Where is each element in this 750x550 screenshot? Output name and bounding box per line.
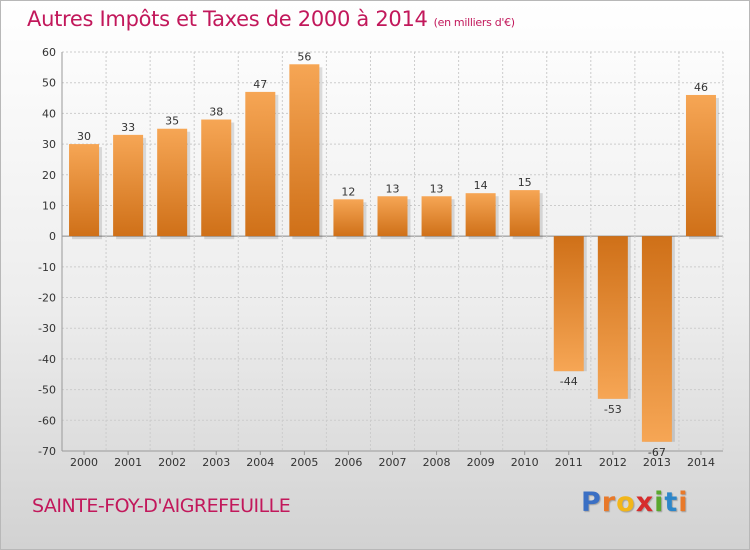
y-tick-label: 10 bbox=[42, 199, 56, 212]
value-label: 15 bbox=[518, 176, 532, 189]
x-tick-label: 2004 bbox=[246, 456, 274, 469]
y-tick-label: 40 bbox=[42, 107, 56, 120]
x-tick-label: 2001 bbox=[114, 456, 142, 469]
y-tick-label: -50 bbox=[38, 384, 56, 397]
x-axis: 2000 2001 2002 2003 2004 2005 2006 2007 2008 2009… bbox=[62, 450, 723, 469]
x-tick-label: 2007 bbox=[379, 456, 407, 469]
y-tick-label: 60 bbox=[42, 46, 56, 59]
y-tick-label: -20 bbox=[38, 292, 56, 305]
y-tick-label: -30 bbox=[38, 322, 56, 335]
value-label: 46 bbox=[694, 81, 708, 94]
y-tick-label: 50 bbox=[42, 77, 56, 90]
bar-2001 bbox=[113, 134, 144, 237]
value-label: 30 bbox=[77, 130, 91, 143]
chart-subtitle: (en milliers d'€) bbox=[433, 16, 515, 29]
bar-2014 bbox=[685, 94, 716, 237]
y-tick-label: -40 bbox=[38, 353, 56, 366]
value-label: 38 bbox=[209, 106, 223, 119]
value-label: 47 bbox=[253, 78, 267, 91]
logo-letter: i bbox=[654, 487, 665, 518]
logo-letter: i bbox=[678, 487, 689, 518]
x-tick-label: 2014 bbox=[687, 456, 715, 469]
value-label: 13 bbox=[430, 182, 444, 195]
bar-2010 bbox=[509, 190, 540, 237]
chart-title-text: Autres Impôts et Taxes de 2000 à 2014 bbox=[27, 7, 428, 31]
x-tick-label: 2009 bbox=[467, 456, 495, 469]
bar-2004 bbox=[245, 91, 276, 237]
y-tick-label: 30 bbox=[42, 138, 56, 151]
x-tick-label: 2013 bbox=[643, 456, 671, 469]
value-label: -44 bbox=[560, 375, 578, 388]
proxiti-logo: Proxiti bbox=[581, 487, 689, 518]
bar-2008 bbox=[421, 196, 452, 237]
logo-letter: P bbox=[581, 487, 602, 518]
x-tick-label: 2011 bbox=[555, 456, 583, 469]
bar-2011 bbox=[553, 236, 584, 372]
bar-2013 bbox=[641, 236, 672, 442]
value-label: 56 bbox=[297, 50, 311, 63]
x-tick-label: 2000 bbox=[70, 456, 98, 469]
x-tick-label: 2010 bbox=[511, 456, 539, 469]
x-tick-label: 2005 bbox=[290, 456, 318, 469]
bar-2002 bbox=[157, 128, 188, 237]
y-tick-label: 20 bbox=[42, 169, 56, 182]
logo-letter: t bbox=[664, 487, 679, 518]
value-label: 35 bbox=[165, 115, 179, 128]
y-axis: 60 50 40 30 20 10 0 -10 -20 -30 -40 -50 -60 -70 bbox=[38, 46, 63, 458]
value-labels: 30 33 35 38 47 56 12 13 13 14 15 -44 -53 -67 46 bbox=[77, 50, 708, 459]
logo-letter: x bbox=[635, 487, 655, 518]
bars bbox=[69, 64, 719, 442]
bar-2000 bbox=[69, 144, 100, 237]
value-label: 33 bbox=[121, 121, 135, 134]
value-label: 14 bbox=[474, 179, 488, 192]
logo-letter: r bbox=[601, 487, 617, 518]
x-tick-label: 2002 bbox=[158, 456, 186, 469]
bar-2006 bbox=[333, 199, 364, 237]
y-tick-label: -70 bbox=[38, 445, 56, 458]
x-tick-label: 2003 bbox=[202, 456, 230, 469]
chart-title: Autres Impôts et Taxes de 2000 à 2014 (en… bbox=[27, 7, 515, 31]
bar-2007 bbox=[377, 196, 408, 237]
y-tick-label: 0 bbox=[49, 230, 56, 243]
logo-letter: o bbox=[616, 487, 636, 518]
y-tick-label: -10 bbox=[38, 261, 56, 274]
value-label: -67 bbox=[648, 446, 666, 459]
bar-2005 bbox=[289, 64, 320, 237]
bar-2003 bbox=[201, 119, 232, 237]
commune-name: SAINTE-FOY-D'AIGREFEUILLE bbox=[32, 495, 291, 517]
y-tick-label: -60 bbox=[38, 414, 56, 427]
x-tick-label: 2012 bbox=[599, 456, 627, 469]
value-label: 13 bbox=[386, 182, 400, 195]
value-label: 12 bbox=[341, 185, 355, 198]
bar-2009 bbox=[465, 193, 496, 237]
x-tick-label: 2006 bbox=[334, 456, 362, 469]
x-tick-label: 2008 bbox=[423, 456, 451, 469]
value-label: -53 bbox=[604, 403, 622, 416]
bar-2012 bbox=[597, 236, 628, 399]
